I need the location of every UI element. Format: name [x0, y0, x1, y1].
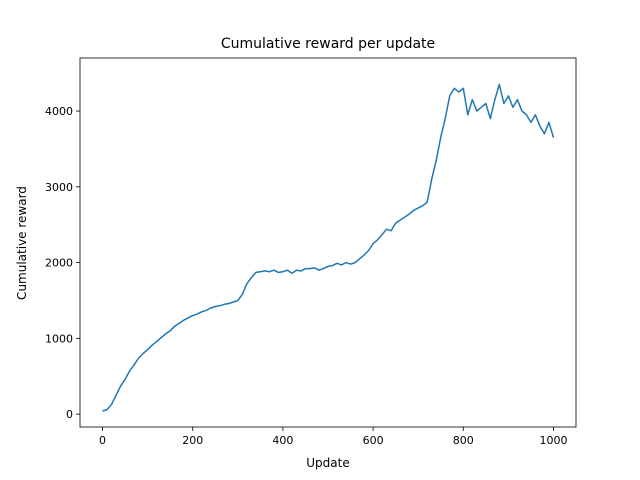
plot-area: 0 200 400 600 800 1000 0 1000 2000 3000 4000: [45, 57, 577, 447]
x-tick-label: 800: [453, 434, 474, 447]
plot-frame: [79, 57, 577, 428]
chart-title: Cumulative reward per update: [221, 36, 435, 52]
y-tick-label: 2000: [45, 257, 73, 270]
x-tick-label: 0: [99, 434, 106, 447]
y-tick-label: 3000: [45, 181, 73, 194]
reward-series-line: [102, 83, 555, 412]
y-axis-label: Cumulative reward: [15, 186, 29, 300]
plot-background: [80, 58, 576, 427]
y-tick-label: 1000: [45, 332, 73, 345]
x-tick-label: 400: [272, 434, 293, 447]
y-tick-label: 4000: [45, 105, 73, 118]
x-tick-label: 600: [363, 434, 384, 447]
y-axis-ticks: 0 1000 2000 3000 4000: [45, 105, 80, 421]
x-axis-label: Update: [306, 456, 349, 470]
x-tick-label: 200: [182, 434, 203, 447]
x-axis-ticks: 0 200 400 600 800 1000: [99, 427, 567, 447]
y-tick-label: 0: [66, 408, 73, 421]
x-tick-label: 1000: [539, 434, 567, 447]
